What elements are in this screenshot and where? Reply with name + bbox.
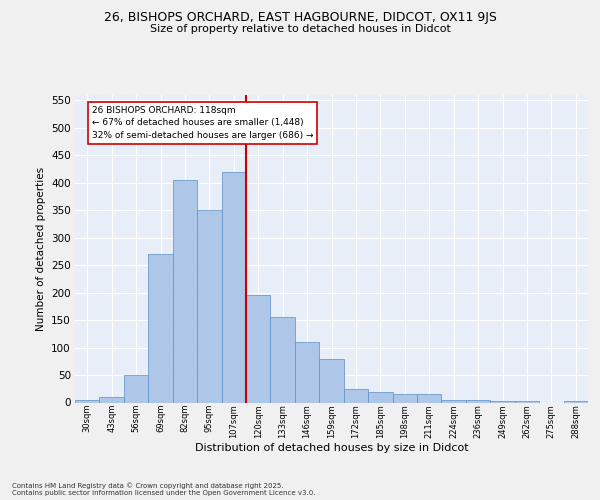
Bar <box>392 394 417 402</box>
Text: Size of property relative to detached houses in Didcot: Size of property relative to detached ho… <box>149 24 451 34</box>
Bar <box>197 210 221 402</box>
Bar <box>221 172 246 402</box>
Bar <box>271 318 295 402</box>
Text: 26 BISHOPS ORCHARD: 118sqm
← 67% of detached houses are smaller (1,448)
32% of s: 26 BISHOPS ORCHARD: 118sqm ← 67% of deta… <box>92 106 313 140</box>
Bar <box>148 254 173 402</box>
Bar <box>442 400 466 402</box>
Bar <box>417 394 442 402</box>
Bar <box>173 180 197 402</box>
Bar <box>124 375 148 402</box>
Text: Contains HM Land Registry data © Crown copyright and database right 2025.
Contai: Contains HM Land Registry data © Crown c… <box>12 482 316 496</box>
Bar <box>344 389 368 402</box>
Bar <box>490 401 515 402</box>
Bar <box>466 400 490 402</box>
Y-axis label: Number of detached properties: Number of detached properties <box>35 166 46 331</box>
Bar <box>246 296 271 403</box>
Bar <box>295 342 319 402</box>
Text: 26, BISHOPS ORCHARD, EAST HAGBOURNE, DIDCOT, OX11 9JS: 26, BISHOPS ORCHARD, EAST HAGBOURNE, DID… <box>104 11 496 24</box>
X-axis label: Distribution of detached houses by size in Didcot: Distribution of detached houses by size … <box>194 444 469 454</box>
Bar <box>75 400 100 402</box>
Bar <box>319 358 344 403</box>
Bar <box>100 397 124 402</box>
Bar <box>368 392 392 402</box>
